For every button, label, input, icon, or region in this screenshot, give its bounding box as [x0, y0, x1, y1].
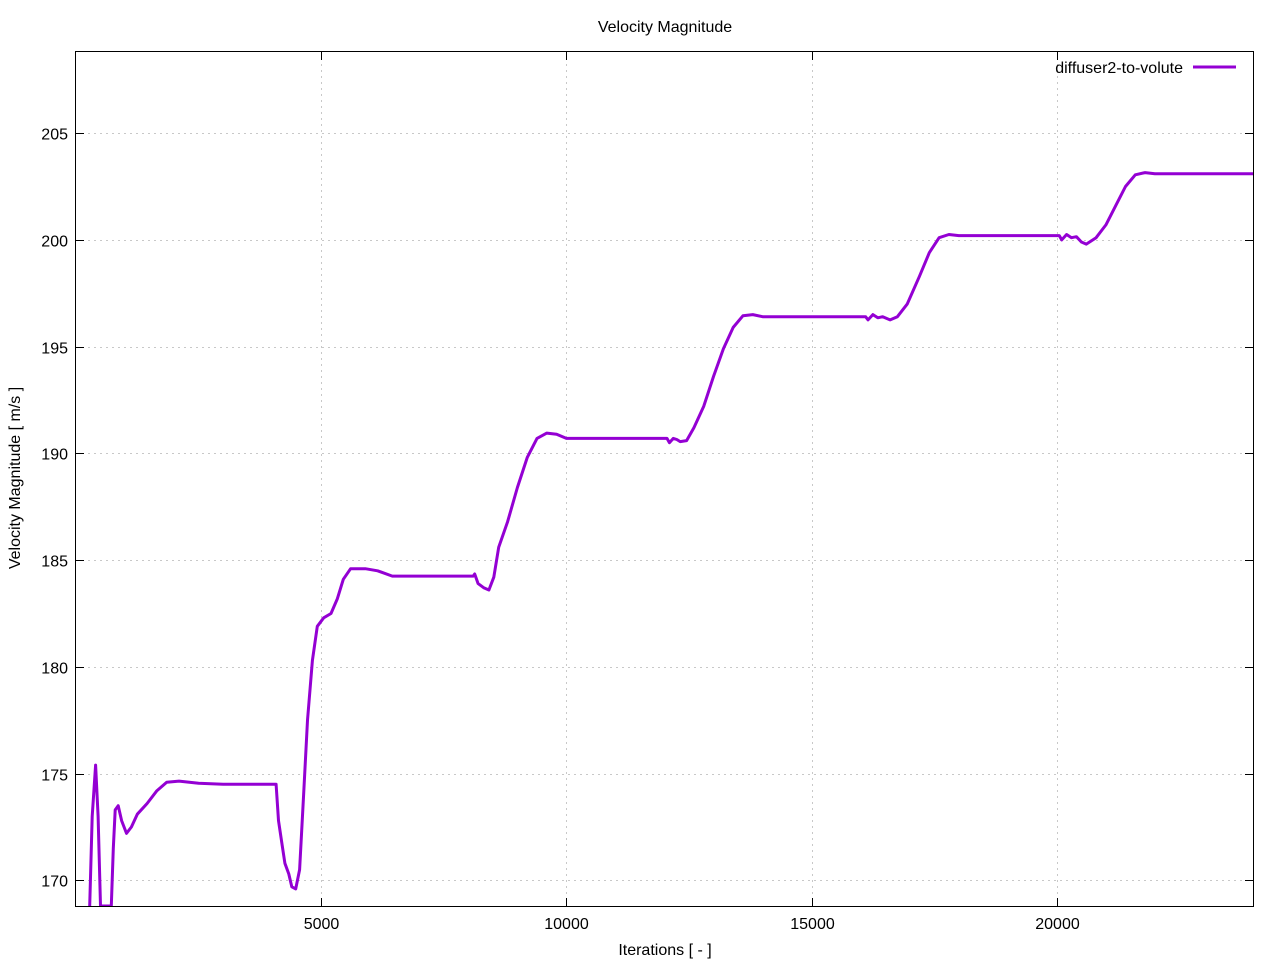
- x-axis-label: Iterations [ - ]: [618, 942, 711, 959]
- series-line-diffuser2-to-volute: [88, 171, 1253, 906]
- grid-layer: [76, 52, 1253, 906]
- y-tick-label: 180: [41, 661, 68, 678]
- chart-title: Velocity Magnitude: [598, 19, 732, 36]
- x-tick-label: 15000: [790, 916, 835, 933]
- y-tick-label: 185: [41, 554, 68, 571]
- y-axis-label: Velocity Magnitude [ m/s ]: [7, 387, 24, 569]
- y-tick-label: 205: [41, 127, 68, 144]
- y-tick-label: 175: [41, 768, 68, 785]
- x-tick-label: 10000: [544, 916, 589, 933]
- y-tick-label: 170: [41, 874, 68, 891]
- legend: diffuser2-to-volute: [1055, 60, 1236, 77]
- tick-label-layer: 5000 10000 15000 20000 170 175 180 185 190 195 200…: [41, 127, 1080, 934]
- plot-frame: [75, 51, 1254, 907]
- y-tick-label: 195: [41, 341, 68, 358]
- y-tick-label: 200: [41, 234, 68, 251]
- x-tick-label: 20000: [1035, 916, 1080, 933]
- x-tick-label: 5000: [304, 916, 340, 933]
- y-tick-label: 190: [41, 447, 68, 464]
- tick-layer: [76, 52, 1253, 906]
- legend-label: diffuser2-to-volute: [1055, 60, 1183, 77]
- series-layer: [88, 171, 1253, 906]
